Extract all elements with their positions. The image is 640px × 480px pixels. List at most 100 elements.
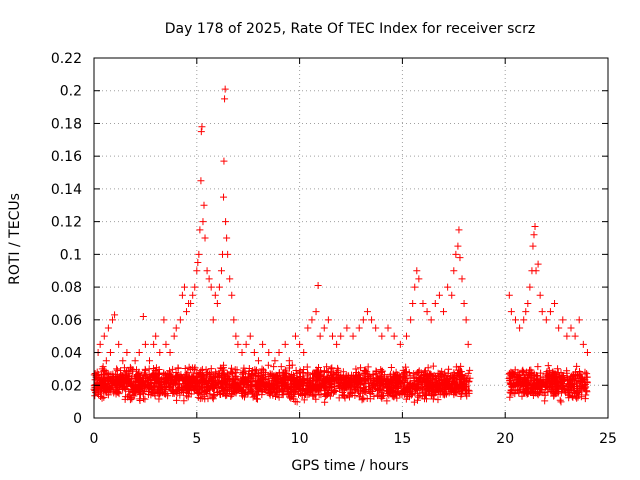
data-point <box>516 324 524 332</box>
data-point <box>145 365 153 373</box>
data-point <box>196 395 204 403</box>
data-point <box>410 374 418 382</box>
data-point <box>218 365 226 373</box>
data-point <box>116 382 124 390</box>
data-point <box>190 383 198 391</box>
data-point <box>162 374 170 382</box>
data-point <box>452 250 460 258</box>
data-point <box>525 387 533 395</box>
data-point <box>506 393 514 401</box>
data-point <box>228 291 236 299</box>
data-point <box>315 381 323 389</box>
data-point <box>207 365 215 373</box>
data-point <box>324 316 332 324</box>
data-point <box>234 340 242 348</box>
data-point <box>285 364 293 372</box>
data-point <box>226 387 234 395</box>
data-point <box>260 383 268 391</box>
data-point <box>223 381 231 389</box>
data-point <box>320 390 328 398</box>
data-point <box>415 275 423 283</box>
data-point <box>447 380 455 388</box>
data-point <box>369 371 377 379</box>
x-tick-label: 25 <box>599 431 617 447</box>
y-tick-label: 0.02 <box>51 378 82 394</box>
data-point <box>438 367 446 375</box>
data-point <box>258 365 266 373</box>
data-point <box>413 378 421 386</box>
data-point <box>111 311 119 319</box>
data-point <box>305 382 313 390</box>
data-point <box>544 372 552 380</box>
data-point <box>275 385 283 393</box>
data-point <box>509 369 517 377</box>
data-point <box>343 324 351 332</box>
data-point <box>209 395 217 403</box>
data-point <box>265 349 273 357</box>
data-point <box>419 299 427 307</box>
data-point <box>150 382 158 390</box>
data-point <box>184 369 192 377</box>
data-point <box>453 383 461 391</box>
data-point <box>326 392 334 400</box>
data-point <box>352 365 360 373</box>
data-point <box>199 218 207 226</box>
data-point <box>175 384 183 392</box>
data-point <box>377 393 385 401</box>
data-point <box>322 375 330 383</box>
data-point <box>583 388 591 396</box>
data-point <box>458 390 466 398</box>
data-point <box>293 381 301 389</box>
data-point <box>113 379 121 387</box>
data-point <box>227 364 235 372</box>
data-point <box>530 231 538 239</box>
data-point <box>355 324 363 332</box>
data-point <box>573 379 581 387</box>
data-point <box>270 388 278 396</box>
data-point <box>511 316 519 324</box>
data-point <box>507 376 515 384</box>
data-point <box>155 395 163 403</box>
data-point <box>581 368 589 376</box>
data-point <box>536 291 544 299</box>
data-point <box>136 397 144 405</box>
data-point <box>186 386 194 394</box>
data-point <box>417 373 425 381</box>
data-point <box>104 324 112 332</box>
data-point <box>152 332 160 340</box>
data-point <box>333 375 341 383</box>
data-point <box>553 387 561 395</box>
data-point <box>573 394 581 402</box>
data-point <box>139 313 147 321</box>
data-point <box>230 388 238 396</box>
data-point <box>557 377 565 385</box>
data-point <box>377 373 385 381</box>
data-point <box>532 267 540 275</box>
data-point <box>349 332 357 340</box>
data-point <box>215 283 223 291</box>
data-point <box>364 375 372 383</box>
data-point <box>195 250 203 258</box>
data-point <box>556 396 564 404</box>
data-point <box>387 370 395 378</box>
data-point <box>160 316 168 324</box>
data-point <box>157 378 165 386</box>
data-point <box>287 386 295 394</box>
data-point <box>282 380 290 388</box>
x-tick-label: 15 <box>393 431 411 447</box>
data-point <box>544 388 552 396</box>
data-point <box>530 385 538 393</box>
data-point <box>176 316 184 324</box>
data-point <box>524 299 532 307</box>
data-point <box>453 371 461 379</box>
data-point <box>141 367 149 375</box>
data-point <box>184 393 192 401</box>
data-point <box>435 384 443 392</box>
data-point <box>527 369 535 377</box>
data-point <box>425 370 433 378</box>
data-point <box>583 370 591 378</box>
data-point <box>236 383 244 391</box>
data-point <box>260 375 268 383</box>
data-point <box>166 349 174 357</box>
data-point <box>452 363 460 371</box>
